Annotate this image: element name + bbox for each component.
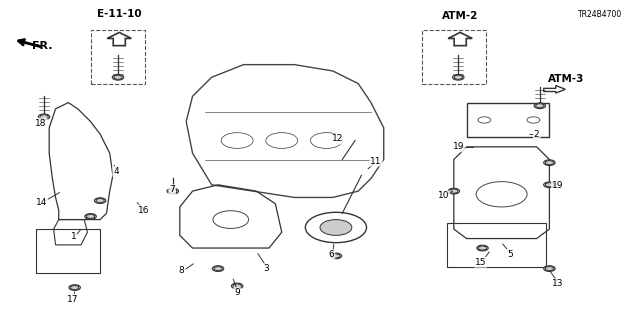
Circle shape (534, 103, 545, 108)
Text: 17: 17 (67, 295, 79, 304)
Text: 9: 9 (234, 288, 240, 297)
Circle shape (167, 188, 179, 194)
Circle shape (452, 74, 464, 80)
Text: E-11-10: E-11-10 (97, 9, 141, 19)
Text: 16: 16 (138, 206, 149, 215)
Circle shape (212, 266, 224, 271)
Bar (91, 30, 145, 84)
Text: 13: 13 (552, 279, 563, 288)
Text: 7: 7 (170, 185, 175, 194)
Text: 19: 19 (552, 181, 563, 190)
Circle shape (69, 285, 81, 290)
Circle shape (543, 182, 555, 188)
Circle shape (543, 266, 555, 271)
Text: 8: 8 (179, 266, 184, 275)
Text: ATM-2: ATM-2 (442, 11, 478, 21)
Text: TR24B4700: TR24B4700 (579, 10, 623, 19)
Circle shape (112, 74, 124, 80)
Circle shape (448, 188, 460, 194)
Text: 11: 11 (371, 157, 382, 166)
Circle shape (95, 198, 106, 204)
Text: ATM-3: ATM-3 (548, 74, 585, 84)
Circle shape (330, 253, 342, 259)
Circle shape (477, 245, 488, 251)
Text: 3: 3 (264, 264, 269, 273)
Text: 15: 15 (475, 258, 486, 267)
Bar (36, 229, 100, 273)
Text: FR.: FR. (32, 41, 52, 51)
Text: 1: 1 (70, 233, 76, 241)
Circle shape (232, 283, 243, 289)
Bar (447, 223, 546, 267)
Text: 18: 18 (35, 119, 47, 128)
Text: 6: 6 (328, 250, 334, 259)
Bar (422, 30, 486, 84)
Text: 19: 19 (453, 142, 465, 151)
Text: 5: 5 (507, 250, 513, 259)
Circle shape (38, 114, 50, 120)
Text: 2: 2 (534, 130, 540, 139)
Circle shape (85, 214, 97, 219)
Text: 12: 12 (332, 134, 344, 144)
Circle shape (543, 160, 555, 166)
Text: 14: 14 (36, 198, 47, 207)
Text: 10: 10 (438, 191, 449, 200)
Text: 4: 4 (113, 167, 119, 176)
Circle shape (320, 219, 352, 235)
